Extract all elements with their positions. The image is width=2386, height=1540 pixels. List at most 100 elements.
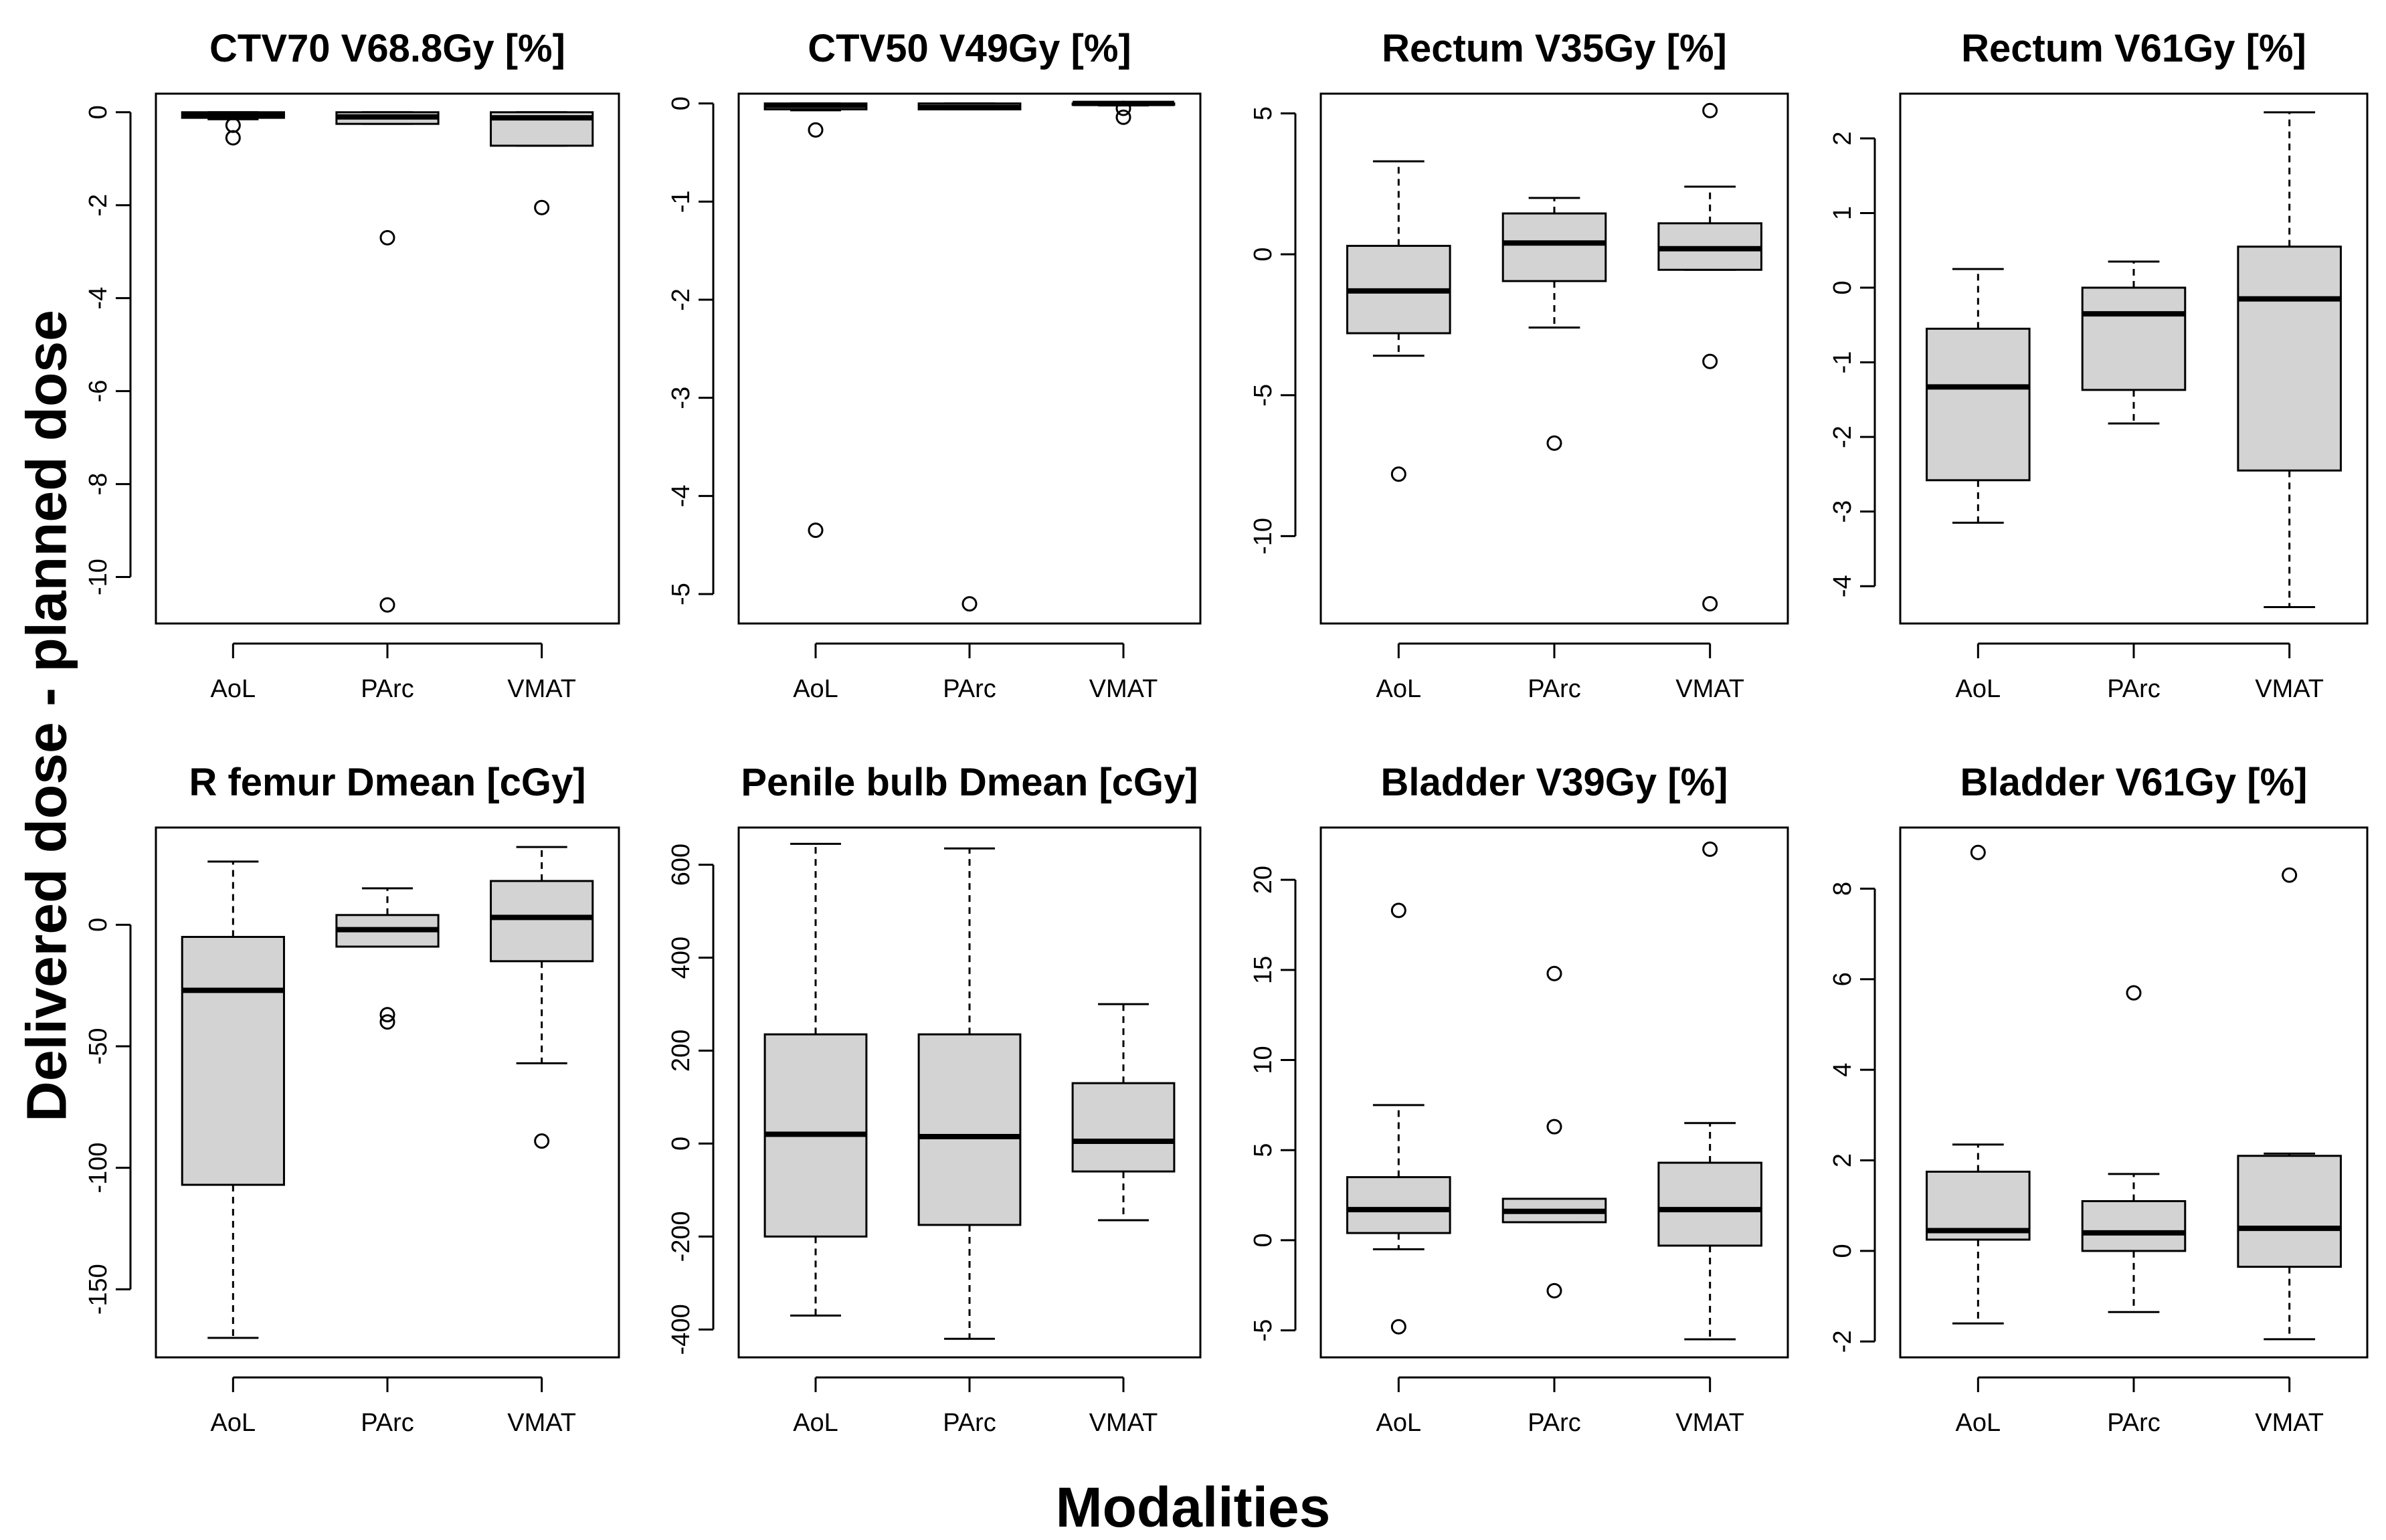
y-tick-label: -5 <box>667 583 695 605</box>
panel-title-r-femur: R femur Dmean [cGy] <box>189 761 585 804</box>
iqr-box <box>1071 1082 1176 1173</box>
y-tick-label: 15 <box>1249 956 1277 984</box>
outlier-point <box>808 122 824 138</box>
box-rectum-v35-parc <box>1501 197 1607 451</box>
y-tick-label: 6 <box>1829 972 1857 986</box>
x-tick-label: VMAT <box>2255 1409 2324 1437</box>
panel-title-rectum-v61: Rectum V61Gy [%] <box>1961 27 2306 70</box>
outlier-point <box>1702 841 1718 857</box>
y-tick-label: 2 <box>1829 131 1857 145</box>
box-bladder-v61-vmat <box>2237 867 2342 1341</box>
y-tick-label: 0 <box>667 96 695 110</box>
outlier-point <box>534 1133 550 1149</box>
box-ctv70-vmat <box>490 111 594 215</box>
x-tick-label: PArc <box>361 1409 414 1437</box>
box-rectum-v35-aol <box>1346 160 1451 482</box>
y-tick-label: -3 <box>667 387 695 409</box>
panel-title-penile-bulb: Penile bulb Dmean [cGy] <box>741 761 1198 804</box>
plot-frame-rectum-v61 <box>1899 92 2369 625</box>
box-bladder-v61-aol <box>1926 844 2031 1325</box>
x-tick-label: AoL <box>793 675 838 703</box>
outlier-point <box>1390 466 1406 482</box>
outlier-point <box>379 229 395 246</box>
iqr-box <box>1501 212 1607 282</box>
x-tick-label: AoL <box>1376 675 1422 703</box>
panel-rectum-v35: Rectum V35Gy [%] 5 0 -5 -10 AoL PArc VMAT <box>1249 27 1789 703</box>
x-tick-label: VMAT <box>1675 1409 1744 1437</box>
y-tick-label: 400 <box>667 937 695 979</box>
box-r-femur-aol <box>181 860 285 1339</box>
panel-title-bladder-v61: Bladder V61Gy [%] <box>1960 761 2308 804</box>
y-tick-label: -150 <box>84 1264 112 1315</box>
iqr-box <box>181 935 285 1186</box>
iqr-box <box>1657 1161 1762 1247</box>
y-tick-label: 4 <box>1829 1063 1857 1077</box>
y-tick-label: 20 <box>1249 866 1277 894</box>
x-tick-label: AoL <box>211 1409 256 1437</box>
y-tick-label: -10 <box>84 559 112 595</box>
outlier-point <box>1702 353 1718 369</box>
box-penile-bulb-aol <box>763 842 868 1317</box>
panel-title-ctv50: CTV50 V49Gy [%] <box>808 27 1131 70</box>
iqr-box <box>1346 1176 1451 1234</box>
y-tick-label: 2 <box>1829 1153 1857 1167</box>
y-tick-label: 0 <box>1829 1244 1857 1258</box>
y-tick-label: 600 <box>667 844 695 886</box>
x-tick-label: PArc <box>1528 675 1581 703</box>
y-tick-label: 0 <box>1249 248 1277 262</box>
y-tick-label: -1 <box>667 190 695 213</box>
outlier-point <box>225 117 241 133</box>
x-tick-label: AoL <box>1956 1409 2001 1437</box>
plot-frame-ctv70 <box>155 92 620 625</box>
box-penile-bulb-vmat <box>1071 1003 1176 1222</box>
plot-frame-penile-bulb <box>737 826 1202 1359</box>
outlier-point <box>1702 102 1718 118</box>
iqr-box <box>2081 286 2187 391</box>
iqr-box <box>2237 1155 2342 1268</box>
panel-r-femur: R femur Dmean [cGy] 0 -50 -100 -150 AoL PArc VM… <box>84 761 620 1437</box>
outlier-point <box>379 597 395 613</box>
y-tick-label: -50 <box>84 1028 112 1065</box>
outlier-point <box>2126 985 2142 1001</box>
panel-title-rectum-v35: Rectum V35Gy [%] <box>1382 27 1727 70</box>
y-tick-label: -2 <box>84 194 112 217</box>
iqr-box <box>2237 246 2342 472</box>
outlier-point <box>1702 596 1718 612</box>
x-tick-label: VMAT <box>1089 1409 1158 1437</box>
shared-x-axis-label: Modalities <box>1055 1476 1331 1539</box>
x-tick-label: AoL <box>793 1409 838 1437</box>
box-r-femur-vmat <box>490 846 594 1149</box>
x-tick-label: AoL <box>1376 1409 1422 1437</box>
y-tick-label: -200 <box>667 1211 695 1262</box>
box-bladder-v39-vmat <box>1657 841 1762 1341</box>
outlier-point <box>379 1007 395 1023</box>
y-tick-label: -6 <box>84 380 112 403</box>
panel-title-ctv70: CTV70 V68.8Gy [%] <box>209 27 565 70</box>
plot-frame-bladder-v61 <box>1899 826 2369 1359</box>
y-tick-label: 5 <box>1249 106 1277 120</box>
y-tick-label: 1 <box>1829 206 1857 220</box>
y-tick-label: -4 <box>1829 575 1857 597</box>
outlier-point <box>2282 867 2298 883</box>
box-ctv50-vmat <box>1071 100 1176 125</box>
x-tick-label: VMAT <box>1089 675 1158 703</box>
y-tick-label: 200 <box>667 1030 695 1072</box>
panel-ctv50: CTV50 V49Gy [%] 0 -1 -2 -3 -4 -5 AoL PArc VMAT <box>667 27 1202 703</box>
box-bladder-v61-parc <box>2081 985 2187 1313</box>
iqr-box <box>1926 327 2031 482</box>
x-tick-label: PArc <box>943 1409 996 1437</box>
plot-frame-rectum-v35 <box>1319 92 1789 625</box>
y-tick-label: 5 <box>1249 1143 1277 1157</box>
outlier-point <box>379 1014 395 1030</box>
box-rectum-v61-vmat <box>2237 111 2342 608</box>
x-tick-label: PArc <box>2107 1409 2161 1437</box>
y-tick-label: -3 <box>1829 500 1857 523</box>
y-tick-label: -2 <box>667 288 695 311</box>
y-tick-label: 8 <box>1829 882 1857 896</box>
y-tick-label: -400 <box>667 1304 695 1355</box>
outlier-point <box>1115 109 1131 125</box>
box-ctv70-parc <box>335 111 440 613</box>
outlier-point <box>1115 100 1131 116</box>
